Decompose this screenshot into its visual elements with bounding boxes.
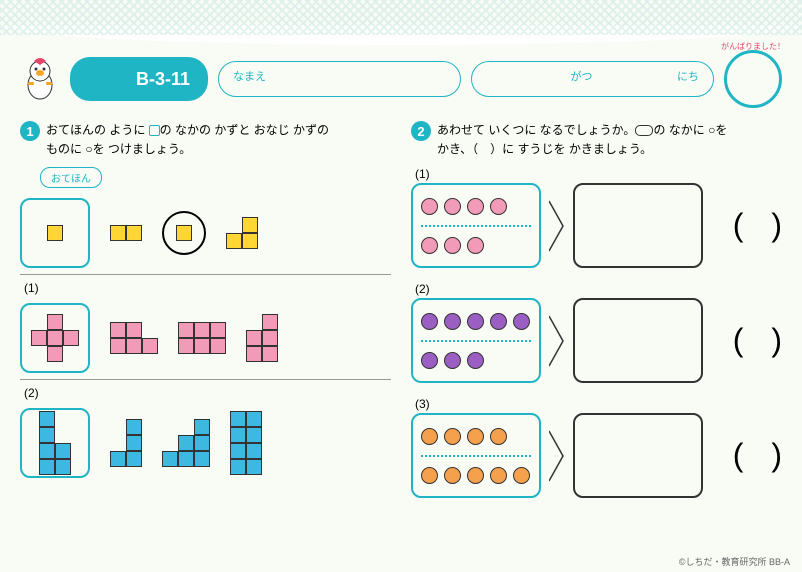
date-input-box[interactable]: がつ にち bbox=[471, 61, 714, 97]
name-input-box[interactable]: なまえ bbox=[218, 61, 461, 97]
rect-icon bbox=[635, 125, 653, 136]
copyright-footer: ©しちだ・教育研究所 BB-A bbox=[679, 555, 790, 568]
answer-box[interactable] bbox=[573, 413, 703, 498]
month-label: がつ bbox=[571, 68, 593, 84]
day-label: にち bbox=[677, 68, 699, 84]
answer-paren[interactable]: () bbox=[733, 322, 782, 359]
answer-paren[interactable]: () bbox=[733, 207, 782, 244]
stamp-text: がんばりました！ bbox=[721, 41, 785, 52]
q2-number: 2 bbox=[411, 121, 431, 141]
q1-number: 1 bbox=[20, 121, 40, 141]
name-label: なまえ bbox=[233, 68, 266, 84]
title-badge: かず B-3-11 bbox=[70, 57, 208, 101]
answer-box[interactable] bbox=[573, 183, 703, 268]
q2-instructions: あわせて いくつに なるでしょうか。の なかに ○を かき、（ ）に すうじを … bbox=[437, 121, 727, 159]
duck-mascot-icon bbox=[20, 57, 60, 102]
question-2-column: 2 あわせて いくつに なるでしょうか。の なかに ○を かき、（ ）に すうじ… bbox=[411, 121, 782, 512]
square-icon bbox=[149, 125, 160, 136]
q1-instructions: おてほんの ように の なかの かずと おなじ かずの ものに ○を つけましょ… bbox=[46, 121, 329, 159]
stamp-circle: がんばりました！ bbox=[724, 50, 782, 108]
worksheet-header: かず B-3-11 なまえ がつ にち がんばりました！ bbox=[0, 45, 802, 113]
answer-paren[interactable]: () bbox=[733, 437, 782, 474]
title-kazu: かず bbox=[88, 63, 132, 95]
example-label: おてほん bbox=[40, 167, 102, 188]
worksheet-code: B-3-11 bbox=[136, 69, 190, 90]
question-1-column: 1 おてほんの ように の なかの かずと おなじ かずの ものに ○を つけま… bbox=[20, 121, 391, 512]
answer-box[interactable] bbox=[573, 298, 703, 383]
